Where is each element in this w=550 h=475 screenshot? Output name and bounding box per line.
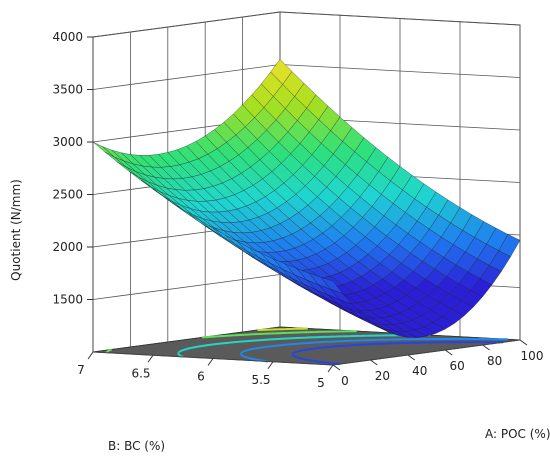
x-axis-label: A: POC (%) <box>485 427 550 441</box>
x-tick-mark <box>444 349 453 356</box>
surface-cell <box>92 141 115 158</box>
z-gridline <box>92 11 521 38</box>
x-tick-mark <box>482 344 490 351</box>
x-tick-label: 60 <box>450 359 465 373</box>
y-tick-mark <box>87 351 94 360</box>
x-tick-label: 20 <box>375 369 390 383</box>
z-tick-label: 2000 <box>52 240 83 254</box>
y-tick-label: 7 <box>77 363 85 377</box>
z-tick-label: 1500 <box>52 293 83 307</box>
x-tick-label: 0 <box>341 374 349 388</box>
y-tick-label: 5 <box>317 376 325 390</box>
response-surface <box>92 58 521 338</box>
x-tick-mark <box>407 354 416 361</box>
y-tick-mark <box>267 361 274 370</box>
x-tick-label: 80 <box>487 354 502 368</box>
y-tick-mark <box>327 364 334 373</box>
z-tick-label: 3500 <box>52 83 83 97</box>
tick-labels: 0 20 40 60 80 100 5 5.5 6 6.5 7 1500 2000 2500 3000 350… <box>52 30 543 390</box>
y-tick-label: 6 <box>197 370 205 384</box>
y-tick-mark <box>207 358 214 366</box>
y-axis-label: B: BC (%) <box>108 439 165 453</box>
z-tick-label: 3000 <box>52 135 83 149</box>
x-tick-label: 40 <box>412 364 427 378</box>
z-tick-label: 4000 <box>52 30 83 44</box>
y-tick-label: 6.5 <box>131 366 150 380</box>
x-tick-label: 100 <box>521 349 544 363</box>
x-tick-mark <box>370 359 378 366</box>
surface-cell <box>320 276 344 294</box>
x-tick-mark <box>332 364 341 371</box>
contour-line <box>257 327 308 331</box>
floor-contours <box>105 327 508 365</box>
z-axis-label: Quotient (N/mm) <box>9 179 23 281</box>
x-tick-mark <box>519 339 528 346</box>
y-tick-mark <box>147 354 154 363</box>
z-tick-label: 2500 <box>52 188 83 202</box>
x-axis-line <box>332 339 521 366</box>
y-tick-label: 5.5 <box>251 373 270 387</box>
